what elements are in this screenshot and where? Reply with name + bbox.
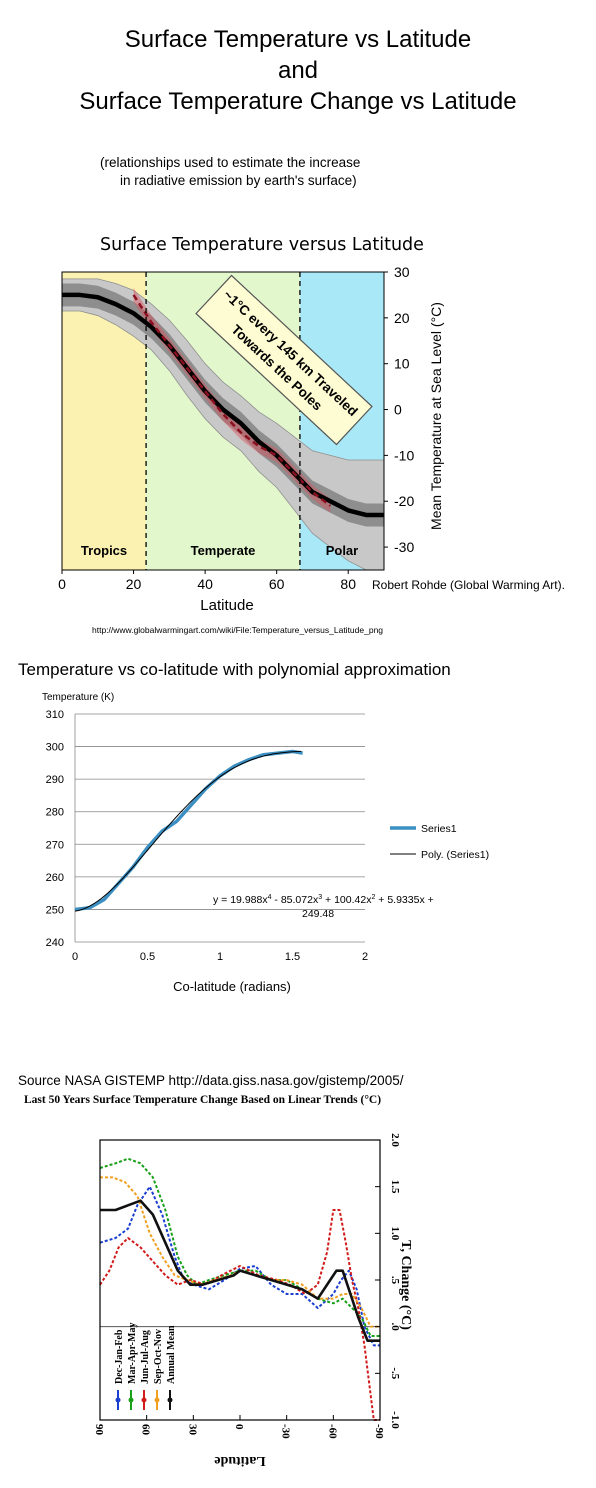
- page-note-line1: (relationships used to estimate the incr…: [100, 155, 361, 170]
- chart3-title: Last 50 Years Surface Temperature Change…: [24, 1094, 382, 1106]
- series-line: [100, 1199, 380, 1342]
- y-tick-label: -30: [394, 539, 414, 555]
- legend-label: Mar-Apr-May: [127, 1323, 138, 1384]
- page-note: (relationships used to estimate the incr…: [100, 154, 360, 190]
- y-tick-label: -.5: [389, 1367, 401, 1379]
- chart3-svg: 2.0 1.5 1.0 .5 .0 -.5 -1.0 90 60 30 0 -30 -60 -90 Lati…: [93, 1133, 413, 1468]
- y-tick-label: 260: [46, 872, 64, 884]
- legend-poly-label: Poly. (Series1): [421, 849, 489, 861]
- equation-exponent: 3: [318, 894, 322, 901]
- legend-marker: [154, 1397, 160, 1403]
- plot-frame: [61, 271, 385, 571]
- x-tick-label: 0: [58, 576, 66, 592]
- series-line: [99, 1209, 380, 1421]
- equation-exponent: 4: [268, 894, 272, 901]
- y-tick-label: .0: [389, 1323, 401, 1332]
- chart2-svg: Temperature (K)3103002902802702602502400…: [42, 692, 489, 994]
- x-tick-label: 0: [72, 951, 78, 963]
- y-tick-label: -1.0: [389, 1411, 401, 1429]
- chart3-source: Source NASA GISTEMP http://data.giss.nas…: [18, 1073, 404, 1088]
- zone-label: Temperate: [191, 543, 256, 558]
- y-tick-label: -20: [394, 493, 414, 509]
- x-tick-label: 60: [140, 1424, 152, 1436]
- y-tick-label: -10: [394, 447, 414, 463]
- y-tick-label: 280: [46, 807, 64, 819]
- y-tick-label: 30: [394, 264, 410, 280]
- equation-part: + 5.9335x +: [375, 894, 433, 906]
- legend-label: Dec-Jan-Feb: [114, 1329, 125, 1384]
- y-tick-label: 310: [46, 709, 64, 721]
- x-tick-label: 0: [233, 1424, 245, 1430]
- y-tick-label: 300: [46, 742, 64, 754]
- y-tick-label: 250: [46, 904, 64, 916]
- equation-part: y = 19.988x: [213, 894, 268, 906]
- series1-line: [74, 749, 303, 912]
- page-title: Surface Temperature vs Latitude and Surf…: [0, 24, 596, 117]
- x-axis-label: Latitude: [200, 597, 253, 614]
- x-axis-label: Latitude: [214, 1453, 265, 1468]
- x-tick-label: -30: [280, 1424, 292, 1439]
- y-axis-label: Mean Temperature at Sea Level (°C): [428, 302, 444, 530]
- equation-line1: y = 19.988x4 - 85.072x3 + 100.42x2 + 5.9…: [213, 894, 434, 906]
- x-tick-label: 80: [340, 576, 356, 592]
- y-tick-label: 270: [46, 839, 64, 851]
- zone-label: Polar: [326, 543, 359, 558]
- series-line: [99, 1157, 380, 1337]
- x-tick-label: 90: [93, 1424, 105, 1436]
- y-tick-label: 0: [394, 402, 402, 418]
- x-tick-label: 60: [269, 576, 285, 592]
- uncertainty-band-inner: [62, 283, 384, 527]
- x-tick-label: -60: [326, 1424, 338, 1439]
- legend-label: Sep-Oct-Nov: [153, 1329, 164, 1384]
- x-tick-label: 1: [217, 951, 223, 963]
- y-tick-label: .5: [389, 1276, 401, 1285]
- x-tick-label: 0.5: [140, 951, 155, 963]
- y-tick-label: 290: [46, 774, 64, 786]
- chart1-credit: Robert Rohde (Global Warming Art).: [372, 578, 565, 592]
- y-axis-title: Temperature (K): [42, 692, 114, 703]
- x-tick-label: 20: [126, 576, 142, 592]
- y-tick-label: 2.0: [389, 1133, 401, 1147]
- legend-label: Jun-Jul-Aug: [140, 1330, 151, 1384]
- x-tick-label: -90: [373, 1424, 385, 1439]
- equation-part: - 85.072x: [272, 894, 319, 906]
- equation-part: + 100.42x: [322, 894, 372, 906]
- linear-trend-line: [132, 294, 332, 507]
- chart1-source-url: http://www.globalwarmingart.com/wiki/Fil…: [92, 625, 384, 635]
- page-title-line1: Surface Temperature vs Latitude: [124, 26, 472, 53]
- legend-marker: [167, 1397, 173, 1403]
- x-tick-label: 30: [186, 1424, 198, 1436]
- series-line: [100, 1176, 380, 1328]
- page-title-line3: Surface Temperature Change vs Latitude: [79, 88, 517, 115]
- page-title-line2: and: [277, 57, 319, 84]
- zone-label: Tropics: [81, 543, 127, 558]
- x-axis-label: Co-latitude (radians): [173, 979, 291, 994]
- y-tick-label: 240: [46, 937, 64, 949]
- legend-marker: [115, 1397, 121, 1403]
- y-axis-label: T, Change (°C): [398, 1240, 413, 1330]
- legend-marker: [128, 1397, 134, 1403]
- y-tick-label: 20: [394, 310, 410, 326]
- x-tick-label: 2: [362, 951, 368, 963]
- legend-series1-label: Series1: [421, 823, 457, 835]
- chart1-svg: Tropics Temperate Polar 0 20 40 60 80 30 20 10 0 -10…: [58, 264, 444, 614]
- x-tick-label: 40: [197, 576, 213, 592]
- linear-trend-band: [133, 288, 331, 513]
- chart2-title: Temperature vs co-latitude with polynomi…: [18, 660, 451, 679]
- equation-exponent: 2: [371, 894, 375, 901]
- y-tick-label: 10: [394, 356, 410, 372]
- y-tick-label: 1.5: [389, 1180, 401, 1194]
- y-tick-label: 1.0: [389, 1226, 401, 1240]
- annotation-rect: [195, 274, 373, 446]
- legend-marker: [141, 1397, 147, 1403]
- page-note-line2: in radiative emission by earth's surface…: [120, 173, 357, 188]
- mean-temperature-line: [62, 292, 384, 518]
- equation-line2: 249.48: [302, 908, 334, 920]
- poly-series1-line: [74, 750, 302, 912]
- legend-label: Annual Mean: [166, 1325, 177, 1384]
- x-tick-label: 1.5: [285, 951, 300, 963]
- chart1-title: Surface Temperature versus Latitude: [100, 235, 424, 255]
